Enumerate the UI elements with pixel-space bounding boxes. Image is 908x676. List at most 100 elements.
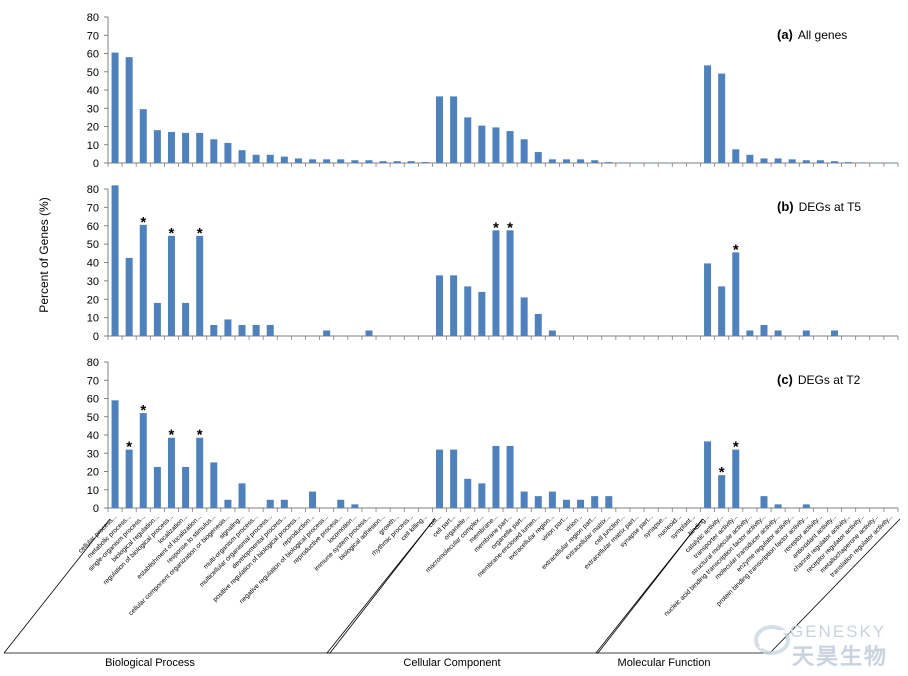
bar bbox=[167, 131, 175, 163]
bar bbox=[407, 161, 415, 163]
bar bbox=[337, 159, 345, 163]
bar bbox=[167, 235, 175, 336]
y-tick-label: 50 bbox=[87, 67, 99, 79]
bar bbox=[337, 499, 345, 508]
bar bbox=[464, 478, 472, 508]
significance-star: * bbox=[140, 402, 146, 419]
y-tick-label: 60 bbox=[87, 394, 99, 406]
y-tick-label: 60 bbox=[87, 49, 99, 61]
y-tick-label: 40 bbox=[87, 258, 99, 270]
bar bbox=[534, 313, 542, 336]
bar bbox=[732, 449, 740, 508]
bar bbox=[139, 109, 147, 163]
y-tick-label: 0 bbox=[93, 503, 99, 515]
bar bbox=[182, 132, 190, 163]
bar bbox=[718, 73, 726, 163]
y-tick-label: 50 bbox=[87, 239, 99, 251]
bar bbox=[746, 330, 754, 336]
bar bbox=[760, 324, 768, 336]
bar bbox=[831, 330, 839, 336]
bar bbox=[436, 96, 444, 163]
bar bbox=[280, 156, 288, 163]
section-label: Molecular Function bbox=[618, 657, 711, 669]
bar bbox=[478, 483, 486, 508]
bar bbox=[309, 491, 317, 508]
section-bracket-left bbox=[3, 518, 111, 654]
bar bbox=[802, 160, 810, 163]
bar bbox=[704, 65, 712, 163]
y-tick-label: 30 bbox=[87, 103, 99, 115]
bar bbox=[238, 150, 246, 163]
bar bbox=[153, 130, 161, 163]
bar bbox=[323, 159, 331, 163]
bar bbox=[619, 162, 627, 163]
panel-title: (a) All genes bbox=[777, 27, 847, 42]
bar bbox=[238, 324, 246, 336]
bar bbox=[562, 499, 570, 508]
bar bbox=[421, 162, 429, 163]
significance-star: * bbox=[126, 439, 132, 456]
panel-c: 0 10 20 30 40 50 60 70 80 * * * * * * (c) DEGs at T2 bbox=[87, 357, 899, 515]
bar bbox=[196, 132, 204, 163]
panel-title-text: DEGs at T5 bbox=[799, 200, 862, 214]
bar bbox=[534, 496, 542, 508]
bar bbox=[520, 491, 528, 508]
significance-star: * bbox=[733, 241, 739, 258]
bar bbox=[506, 131, 514, 163]
y-axis-label: Percent of Genes (%) bbox=[37, 197, 51, 312]
section-bracket-right bbox=[769, 518, 901, 654]
bar bbox=[450, 449, 458, 508]
y-tick-label: 20 bbox=[87, 294, 99, 306]
bar bbox=[153, 466, 161, 508]
y-tick-label: 70 bbox=[87, 30, 99, 42]
bar bbox=[704, 441, 712, 508]
bar bbox=[591, 160, 599, 163]
bar bbox=[718, 475, 726, 508]
bar bbox=[111, 52, 119, 164]
x-category-label: single-organism process... bbox=[87, 513, 146, 572]
bar bbox=[351, 160, 359, 163]
y-tick-label: 10 bbox=[87, 485, 99, 497]
bar bbox=[238, 483, 246, 508]
bar bbox=[520, 139, 528, 163]
bar bbox=[252, 154, 260, 163]
bar bbox=[591, 496, 599, 508]
bar bbox=[153, 302, 161, 336]
bar bbox=[802, 504, 810, 508]
bar bbox=[464, 117, 472, 164]
bar bbox=[210, 462, 218, 509]
panel-a: 0 10 20 30 40 50 60 70 80 (a) All genes bbox=[87, 12, 899, 170]
section-bracket-left bbox=[595, 518, 703, 654]
bar bbox=[774, 158, 782, 163]
bar bbox=[760, 158, 768, 163]
y-tick-label: 40 bbox=[87, 430, 99, 442]
bar bbox=[436, 449, 444, 508]
bar bbox=[450, 275, 458, 336]
bar bbox=[548, 159, 556, 163]
bar bbox=[294, 158, 302, 163]
bar bbox=[605, 496, 613, 508]
y-tick-label: 50 bbox=[87, 412, 99, 424]
bar bbox=[125, 57, 133, 163]
bar bbox=[309, 159, 317, 163]
bar bbox=[534, 152, 542, 163]
y-tick-label: 10 bbox=[87, 313, 99, 325]
watermark-text-cn: 天昊生物 bbox=[792, 644, 888, 669]
bar bbox=[280, 499, 288, 508]
panel-title-letter: (a) bbox=[777, 27, 793, 42]
y-tick-label: 60 bbox=[87, 221, 99, 233]
bar bbox=[718, 286, 726, 336]
bar bbox=[802, 330, 810, 336]
bar bbox=[492, 127, 500, 163]
bar bbox=[266, 324, 274, 336]
bar bbox=[788, 159, 796, 163]
bar bbox=[365, 330, 373, 336]
y-tick-label: 80 bbox=[87, 12, 99, 24]
panel-title-letter: (b) bbox=[777, 199, 794, 214]
y-tick-label: 80 bbox=[87, 184, 99, 196]
significance-star: * bbox=[197, 225, 203, 242]
y-tick-label: 80 bbox=[87, 357, 99, 369]
panel-title-text: DEGs at T2 bbox=[798, 373, 861, 387]
bar bbox=[774, 504, 782, 508]
bar bbox=[323, 330, 331, 336]
